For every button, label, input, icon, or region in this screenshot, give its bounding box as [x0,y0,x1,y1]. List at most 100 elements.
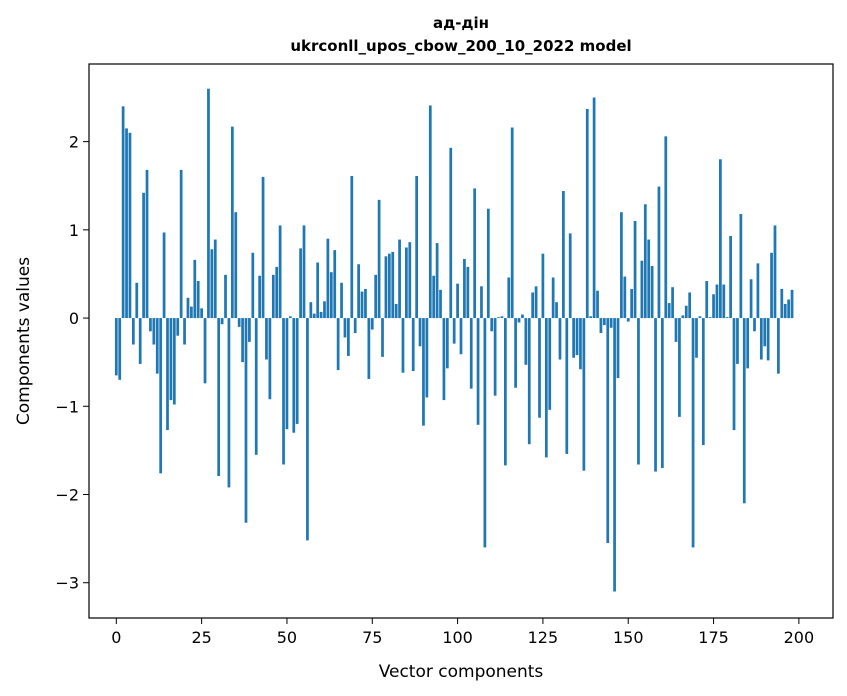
bar-180 [729,236,732,319]
bar-63 [329,272,333,319]
bar-179 [725,317,729,319]
bar-140 [592,97,596,319]
bar-94 [435,243,439,319]
bar-86 [408,242,412,319]
bar-65 [336,318,340,371]
bar-185 [746,318,750,369]
bar-116 [510,127,514,319]
y-tick-label-0: 0 [69,309,79,328]
bar-14 [162,232,166,319]
bar-33 [227,318,231,488]
bar-24 [196,281,200,319]
bar-161 [664,136,668,319]
bar-169 [691,318,695,548]
bar-47 [275,266,279,319]
bar-62 [326,238,330,319]
bar-190 [763,318,767,347]
bar-173 [705,281,709,319]
bar-130 [558,318,562,360]
bar-157 [650,266,654,319]
bar-125 [541,253,545,319]
bar-138 [585,108,589,319]
bar-77 [377,199,381,319]
bar-64 [333,250,337,319]
x-tick-label-125: 125 [528,628,559,647]
bar-40 [251,252,255,319]
bar-43 [261,176,265,319]
x-tick-label-75: 75 [362,628,382,647]
bar-119 [521,314,524,319]
bar-174 [708,317,712,319]
bar-1 [118,318,122,380]
bar-191 [766,318,770,361]
bar-5 [132,318,135,345]
bar-39 [248,318,251,342]
bar-11 [152,318,156,345]
bar-178 [722,284,726,319]
bar-154 [640,260,644,319]
bar-163 [671,287,674,319]
bar-26 [203,318,207,384]
bar-17 [172,318,176,405]
bar-54 [299,248,302,319]
bar-160 [660,318,664,469]
y-tick-label-1: 1 [69,221,79,240]
x-axis-label: Vector components [379,662,544,682]
bar-112 [497,317,500,319]
bar-114 [504,318,507,466]
bar-177 [719,159,722,319]
bar-60 [319,311,323,319]
bar-71 [357,264,360,319]
bar-67 [343,318,347,338]
bar-4 [128,132,132,319]
bar-196 [783,303,787,319]
bar-172 [701,318,705,446]
bar-74 [367,318,371,379]
bar-133 [568,233,572,319]
bar-16 [169,318,173,401]
bar-184 [742,318,746,504]
x-tick-label-175: 175 [698,628,729,647]
bar-159 [657,186,661,319]
bar-36 [237,318,241,327]
bar-92 [428,105,432,319]
bar-12 [155,318,159,374]
bar-19 [179,169,183,319]
bar-57 [309,302,313,319]
y-axis-label: Components values [14,257,34,425]
bar-75 [370,318,374,330]
bar-168 [688,292,692,319]
bar-127 [548,318,552,410]
bar-182 [736,318,739,364]
bar-79 [384,256,388,319]
bar-23 [193,259,197,319]
bar-148 [620,212,623,319]
bar-158 [654,318,657,472]
bar-107 [480,286,483,319]
bar-35 [234,212,238,319]
bar-146 [613,318,616,592]
bar-117 [514,318,517,388]
bar-82 [394,303,398,319]
bar-52 [292,318,296,433]
bar-37 [241,318,244,363]
bar-162 [667,303,671,319]
bar-101 [459,318,463,355]
bar-187 [753,318,756,332]
bar-123 [534,286,538,319]
plot-frame [88,63,834,619]
bar-18 [176,318,180,336]
bar-9 [145,169,149,319]
bar-109 [486,208,490,319]
bar-132 [565,318,569,454]
bar-195 [780,288,784,319]
x-tick-label-50: 50 [277,628,297,647]
bar-111 [493,318,497,396]
bar-124 [538,318,541,418]
bar-170 [695,318,698,358]
bar-78 [381,318,384,357]
bar-59 [316,262,320,319]
bar-145 [609,318,613,328]
bar-89 [418,318,422,347]
bar-87 [411,318,415,371]
